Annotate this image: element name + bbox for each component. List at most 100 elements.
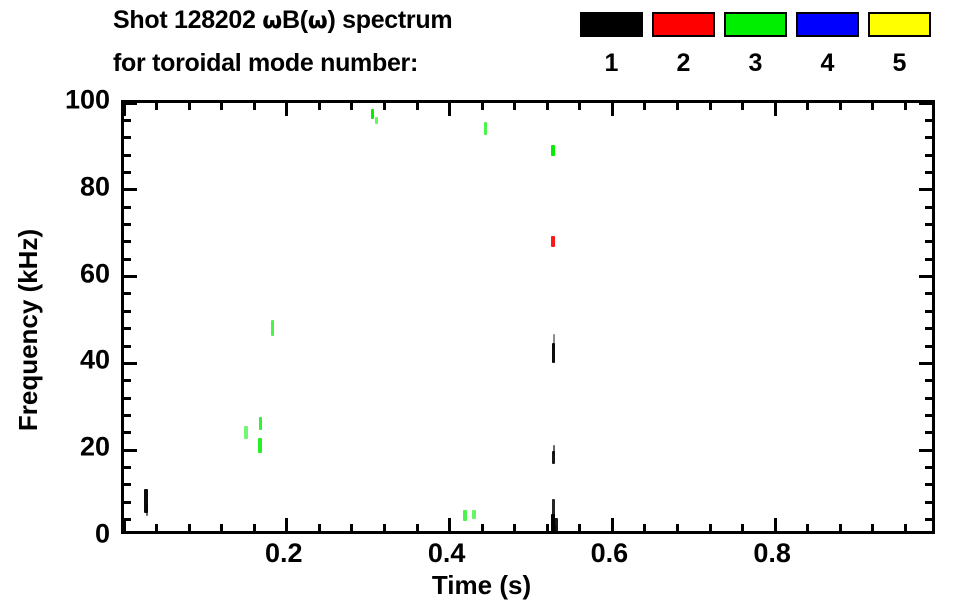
- legend-swatch-mode-2: [652, 12, 715, 37]
- y-axis-right-minor-tick: [925, 309, 932, 313]
- legend-swatch-mode-4: [796, 12, 859, 37]
- y-axis-major-tick: [124, 448, 137, 452]
- x-axis-top-minor-tick: [741, 103, 745, 110]
- x-axis-minor-tick: [871, 524, 875, 531]
- x-axis-top-major-tick: [124, 103, 126, 116]
- figure-title-line-2: for toroidal mode number:: [113, 49, 419, 77]
- y-axis-minor-tick: [124, 413, 131, 417]
- y-axis-right-major-tick: [919, 188, 932, 192]
- x-axis-top-minor-tick: [903, 103, 907, 110]
- x-axis-minor-tick: [155, 524, 159, 531]
- x-axis-top-minor-tick: [415, 103, 419, 110]
- x-axis-tick-label: 0.6: [590, 538, 629, 568]
- figure-title-b-text: B(: [281, 6, 308, 34]
- x-axis-minor-tick: [252, 524, 256, 531]
- y-axis-minor-tick: [124, 170, 131, 174]
- x-axis-top-minor-tick: [676, 103, 680, 110]
- x-axis-major-tick: [773, 518, 777, 531]
- y-axis-tick-label: 20: [79, 431, 110, 462]
- x-axis-top-minor-tick: [643, 103, 647, 110]
- omega-symbol-1: ω: [262, 8, 282, 34]
- spectrogram-mark-mode-3: [244, 426, 248, 440]
- y-axis-right-minor-tick: [925, 413, 932, 417]
- y-axis-minor-tick: [124, 240, 131, 244]
- y-axis-tick-label: 80: [79, 171, 110, 202]
- spectrogram-mark-mode-1: [552, 343, 556, 363]
- x-axis-minor-tick: [838, 524, 842, 531]
- x-axis-minor-tick: [350, 524, 354, 531]
- legend-swatch-mode-5: [868, 12, 931, 37]
- y-axis-minor-tick: [124, 309, 131, 313]
- x-axis-minor-tick: [578, 524, 582, 531]
- plot-area: [124, 103, 932, 531]
- y-axis-tick-label: 100: [64, 84, 110, 115]
- x-axis-top-major-tick: [448, 103, 452, 116]
- legend-label-mode-4: 4: [820, 49, 835, 77]
- omega-symbol-2: ω: [307, 8, 328, 34]
- x-axis-tick-label: 0.2: [265, 538, 303, 568]
- y-axis-right-minor-tick: [925, 327, 932, 331]
- y-axis-tick-label: 40: [79, 344, 110, 375]
- x-axis-minor-tick: [643, 524, 647, 531]
- legend-label-mode-3: 3: [748, 49, 763, 77]
- x-axis-tick-label: 0.4: [427, 538, 466, 568]
- x-axis-minor-tick: [317, 524, 321, 531]
- x-axis-top-major-tick: [773, 103, 777, 116]
- x-axis-minor-tick: [480, 524, 484, 531]
- legend-swatch-mode-3: [724, 12, 787, 37]
- spectrogram-mark-mode-1: [552, 334, 556, 348]
- x-axis-minor-tick: [382, 524, 386, 531]
- y-axis-minor-tick: [124, 223, 131, 227]
- x-axis-minor-tick: [545, 524, 549, 531]
- y-axis-right-minor-tick: [925, 396, 932, 400]
- spectrogram-mark-mode-1: [552, 498, 556, 517]
- y-axis-right-minor-tick: [925, 483, 932, 487]
- plot-frame: [121, 100, 935, 534]
- x-axis-top-minor-tick: [545, 103, 549, 110]
- x-axis-major-tick: [285, 518, 289, 531]
- y-axis-minor-tick: [124, 379, 131, 383]
- spectrogram-mark-mode-3: [258, 438, 262, 454]
- x-axis-top-minor-tick: [155, 103, 159, 110]
- y-axis-right-minor-tick: [925, 153, 932, 157]
- x-axis-minor-tick: [676, 524, 680, 531]
- y-axis-major-tick: [124, 103, 137, 105]
- y-axis-minor-tick: [124, 118, 131, 122]
- x-axis-top-minor-tick: [480, 103, 484, 110]
- y-axis-right-minor-tick: [925, 118, 932, 122]
- y-axis-minor-tick: [124, 153, 131, 157]
- y-axis-right-minor-tick: [925, 136, 932, 140]
- y-axis-minor-tick: [124, 344, 131, 348]
- y-axis-minor-tick: [124, 483, 131, 487]
- x-axis-minor-tick: [806, 524, 810, 531]
- y-axis-right-minor-tick: [925, 205, 932, 209]
- x-axis-tick-label: 0.8: [753, 538, 791, 568]
- x-axis-top-minor-tick: [350, 103, 354, 110]
- spectrogram-mark-mode-1: [550, 514, 556, 531]
- x-axis-minor-tick: [708, 524, 712, 531]
- y-axis-right-minor-tick: [925, 518, 932, 522]
- y-axis-minor-tick: [124, 292, 131, 296]
- spectrogram-mark-mode-3: [370, 109, 374, 120]
- x-axis-top-minor-tick: [513, 103, 517, 110]
- spectrogram-mark-mode-3: [463, 509, 467, 521]
- spectrogram-mark-mode-3: [375, 116, 378, 124]
- y-axis-right-minor-tick: [925, 170, 932, 174]
- legend-label-mode-1: 1: [604, 49, 619, 77]
- y-axis-right-minor-tick: [925, 466, 932, 470]
- legend-swatch-mode-1: [580, 12, 643, 37]
- x-axis-minor-tick: [513, 524, 517, 531]
- x-axis-minor-tick: [220, 524, 224, 531]
- y-axis-title: Frequency (kHz): [13, 228, 43, 432]
- spectrogram-mark-mode-1: [145, 503, 149, 517]
- spectrogram-mark-mode-1: [554, 518, 559, 531]
- x-axis-major-tick: [610, 518, 614, 531]
- spectrogram-mark-mode-1: [552, 450, 556, 464]
- y-axis-right-major-tick: [919, 275, 932, 279]
- x-axis-top-major-tick: [285, 103, 289, 116]
- y-axis-major-tick: [124, 361, 137, 365]
- y-axis-tick-label: 60: [79, 258, 110, 289]
- x-axis-top-major-tick: [610, 103, 614, 116]
- figure-title-shot-text: Shot 128202: [113, 6, 263, 34]
- y-axis-tick-label: 0: [94, 518, 110, 549]
